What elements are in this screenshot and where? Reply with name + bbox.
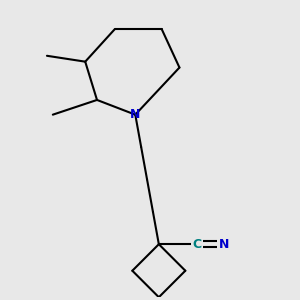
Text: N: N (218, 238, 229, 251)
Text: N: N (130, 108, 140, 121)
Text: C: C (193, 238, 202, 251)
